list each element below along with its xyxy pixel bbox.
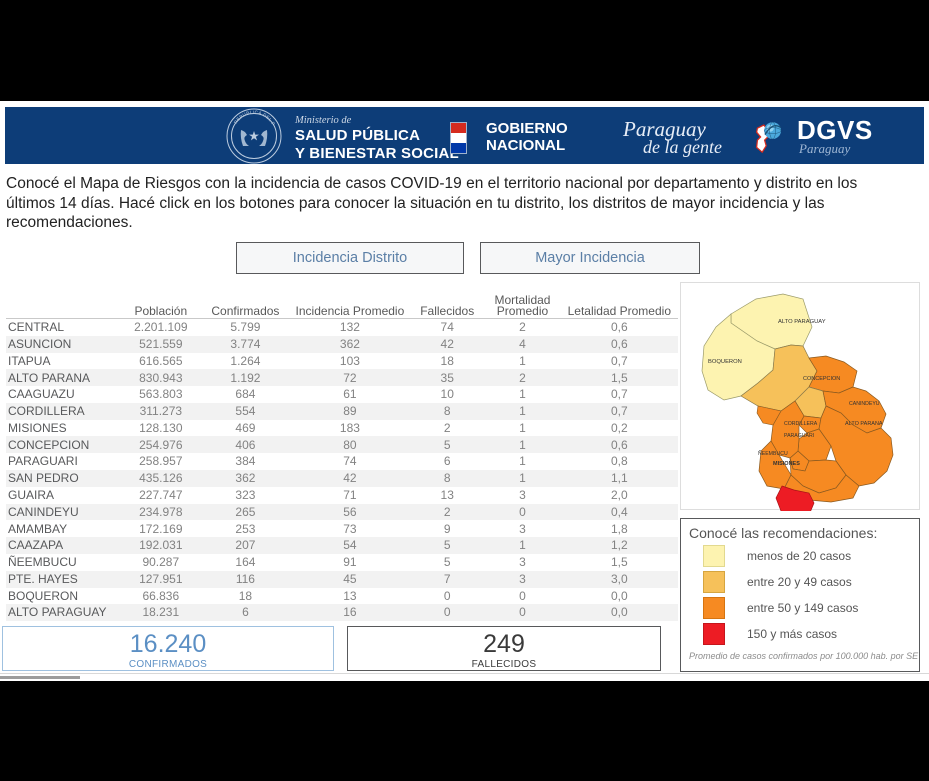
svg-text:CONCEPCION: CONCEPCION — [803, 376, 840, 382]
svg-text:PARAGUARI: PARAGUARI — [784, 433, 814, 439]
svg-text:CORDILLERA: CORDILLERA — [784, 421, 818, 427]
svg-text:MISIONES: MISIONES — [773, 461, 800, 467]
svg-text:ALTO PARANA: ALTO PARANA — [845, 421, 883, 427]
svg-text:BOQUERON: BOQUERON — [708, 359, 742, 365]
svg-text:CANINDEYU: CANINDEYU — [849, 401, 880, 407]
svg-text:ALTO PARAGUAY: ALTO PARAGUAY — [778, 319, 826, 325]
svg-text:REPUBLICA DEL PARAGUAY: REPUBLICA DEL PARAGUAY — [226, 108, 276, 126]
svg-text:ÑEEMBUCU: ÑEEMBUCU — [758, 450, 788, 457]
